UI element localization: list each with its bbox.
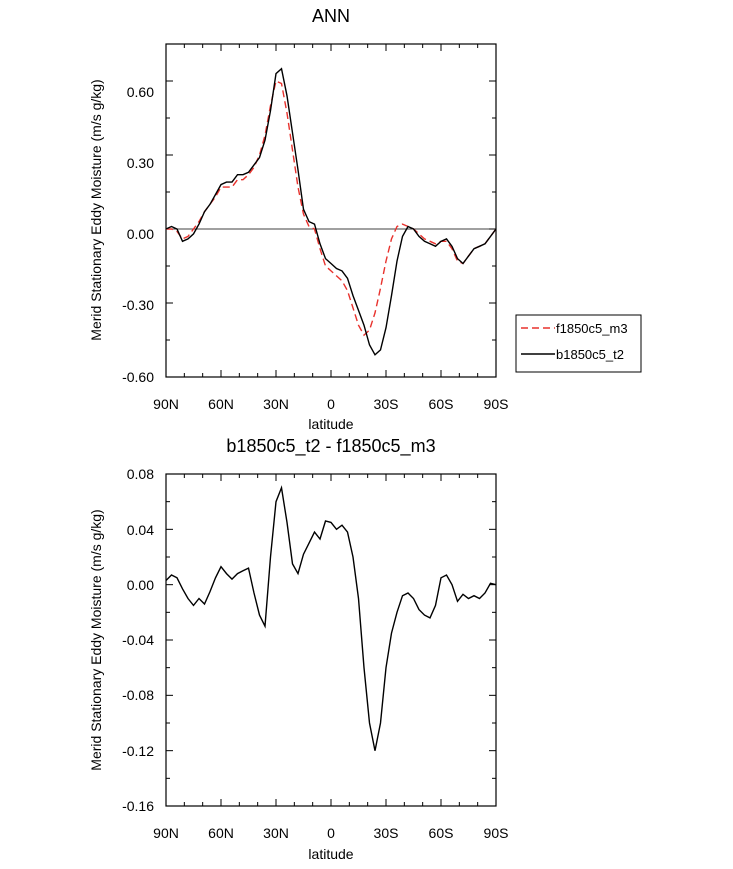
bottom-chart-title: b1850c5_t2 - f1850c5_m3 <box>226 436 435 457</box>
bottom-x-tick-label: 60S <box>429 825 454 841</box>
legend-label: f1850c5_m3 <box>556 321 628 336</box>
top-x-tick-label: 30N <box>263 396 289 412</box>
bottom-x-tick-label: 0 <box>327 825 335 841</box>
series-line-b1850c5-t2 <box>165 67 497 356</box>
top-y-axis-label: Merid Stationary Eddy Moisture (m/s g/kg… <box>88 79 104 340</box>
bottom-x-tick-label: 90S <box>484 825 509 841</box>
bottom-chart: b1850c5_t2 - f1850c5_m3 0.08 0.04 0.00 -… <box>88 436 508 862</box>
top-x-tick-label: 0 <box>327 396 335 412</box>
top-x-tick-label: 60N <box>208 396 234 412</box>
top-y-tick-label: 0.30 <box>127 155 154 171</box>
bottom-x-tick-label: 90N <box>153 825 179 841</box>
top-y-tick-label: -0.30 <box>122 297 154 313</box>
top-y-tick-label: 0.00 <box>127 226 154 242</box>
legend: f1850c5_m3 b1850c5_t2 <box>515 314 642 373</box>
bottom-tick-marks <box>165 473 497 807</box>
top-tick-marks <box>165 43 497 378</box>
bottom-y-tick-label: -0.08 <box>122 687 154 703</box>
top-chart-title: ANN <box>312 6 350 26</box>
bottom-y-tick-label: -0.12 <box>122 743 154 759</box>
bottom-y-tick-label: 0.04 <box>127 522 154 538</box>
bottom-plot-frame <box>165 473 497 807</box>
top-x-tick-label: 90N <box>153 396 179 412</box>
bottom-y-tick-label: 0.00 <box>127 577 154 593</box>
series-line-f1850c5-m3 <box>166 80 497 337</box>
series-line-difference <box>165 485 497 751</box>
top-x-axis-label: latitude <box>308 416 353 432</box>
bottom-y-axis-label: Merid Stationary Eddy Moisture (m/s g/kg… <box>88 509 104 770</box>
top-plot-frame <box>165 43 497 378</box>
bottom-y-tick-label: -0.04 <box>122 632 154 648</box>
bottom-x-axis-label: latitude <box>308 846 353 862</box>
top-chart: ANN 0.60 0.30 0.00 -0.30 -0.60 90N 60N 3… <box>88 6 642 432</box>
bottom-x-tick-label: 30N <box>263 825 289 841</box>
bottom-y-tick-label: -0.16 <box>122 798 154 814</box>
bottom-x-tick-label: 60N <box>208 825 234 841</box>
top-x-tick-label: 60S <box>429 396 454 412</box>
top-x-tick-label: 90S <box>484 396 509 412</box>
bottom-x-tick-label: 30S <box>374 825 399 841</box>
top-y-tick-label: 0.60 <box>127 84 154 100</box>
top-y-tick-label: -0.60 <box>122 369 154 385</box>
legend-box <box>515 314 642 373</box>
top-x-tick-label: 30S <box>374 396 399 412</box>
legend-label: b1850c5_t2 <box>556 347 624 362</box>
bottom-y-tick-label: 0.08 <box>127 466 154 482</box>
